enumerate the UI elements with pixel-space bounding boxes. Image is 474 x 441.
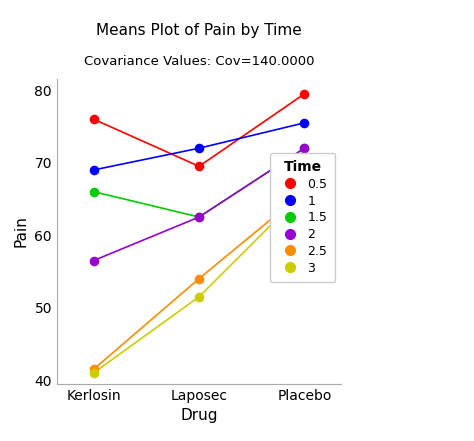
- Point: [301, 188, 308, 195]
- Legend: 0.5, 1, 1.5, 2, 2.5, 3: 0.5, 1, 1.5, 2, 2.5, 3: [270, 153, 335, 282]
- Point: [195, 213, 203, 220]
- Y-axis label: Pain: Pain: [14, 216, 29, 247]
- Point: [195, 293, 203, 300]
- Point: [195, 213, 203, 220]
- Point: [90, 188, 98, 195]
- Point: [195, 163, 203, 170]
- Point: [195, 275, 203, 282]
- Point: [90, 366, 98, 373]
- Point: [301, 90, 308, 97]
- Point: [301, 120, 308, 127]
- Point: [195, 145, 203, 152]
- Point: [90, 116, 98, 123]
- Point: [301, 145, 308, 152]
- Text: Means Plot of Pain by Time: Means Plot of Pain by Time: [96, 23, 302, 38]
- Text: Covariance Values: Cov=140.0000: Covariance Values: Cov=140.0000: [84, 55, 314, 68]
- Point: [90, 166, 98, 173]
- Point: [301, 188, 308, 195]
- Point: [301, 145, 308, 152]
- Point: [90, 257, 98, 264]
- X-axis label: Drug: Drug: [180, 408, 218, 423]
- Point: [90, 369, 98, 376]
